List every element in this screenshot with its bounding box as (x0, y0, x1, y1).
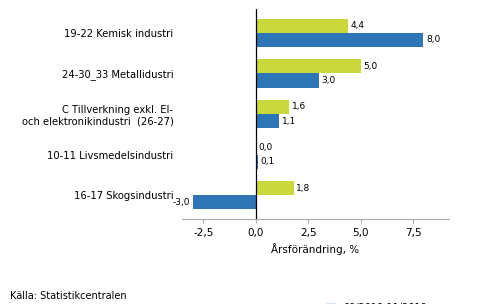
Bar (256, 181, 293, 195)
Legend: 09/2019-11/2019, 09/2018-11/2018: 09/2019-11/2019, 09/2018-11/2018 (326, 303, 427, 304)
Text: 5,0: 5,0 (363, 62, 378, 71)
Text: -3,0: -3,0 (173, 198, 190, 207)
Text: 8,0: 8,0 (426, 36, 440, 44)
Bar (256, 19, 348, 33)
Text: 1,1: 1,1 (282, 117, 296, 126)
Bar (256, 114, 279, 128)
Text: Källa: Statistikcentralen: Källa: Statistikcentralen (10, 291, 127, 301)
Bar (256, 154, 258, 169)
Bar (256, 59, 360, 74)
Text: 4,4: 4,4 (351, 21, 365, 30)
Bar (256, 74, 318, 88)
Text: 3,0: 3,0 (321, 76, 336, 85)
X-axis label: Årsförändring, %: Årsförändring, % (272, 244, 359, 255)
Bar (256, 100, 289, 114)
Bar (256, 33, 423, 47)
Text: 1,6: 1,6 (292, 102, 306, 111)
Text: 1,8: 1,8 (296, 184, 311, 192)
Bar (193, 195, 256, 209)
Text: 0,1: 0,1 (261, 157, 275, 166)
Text: 0,0: 0,0 (258, 143, 273, 152)
